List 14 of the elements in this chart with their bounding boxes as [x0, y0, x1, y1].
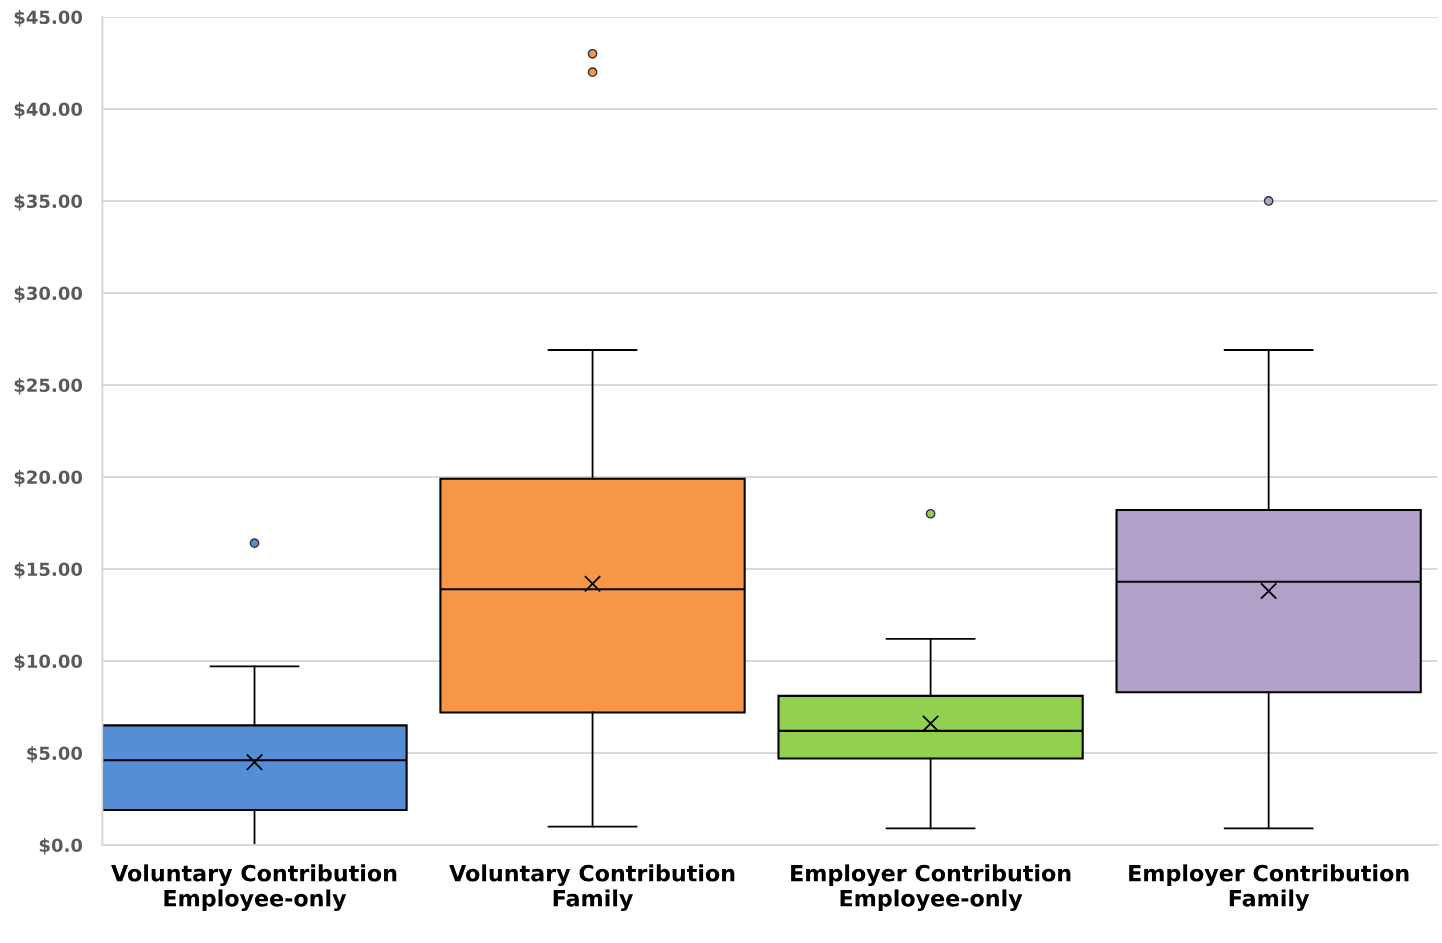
y-tick-label: $10.00	[14, 654, 83, 671]
y-tick-label: $15.00	[14, 562, 83, 579]
y-tick-label: $45.00	[14, 10, 83, 27]
x-tick-label: Employer Contribution Family	[1129, 864, 1409, 912]
y-tick-label: $35.00	[14, 194, 83, 211]
y-tick-label: $25.00	[14, 378, 83, 395]
x-tick-label: Employer Contribution Employee-only	[791, 864, 1071, 912]
x-tick-label: Voluntary Contribution Family	[449, 864, 735, 912]
x-tick-label: Voluntary Contribution Employee-only	[111, 864, 397, 912]
y-tick-label: $20.00	[14, 470, 83, 487]
y-tick-label: $40.00	[14, 102, 83, 119]
y-tick-label: $0.0	[39, 838, 83, 855]
y-tick-label: $30.00	[14, 286, 83, 303]
y-tick-label: $5.00	[27, 746, 83, 763]
